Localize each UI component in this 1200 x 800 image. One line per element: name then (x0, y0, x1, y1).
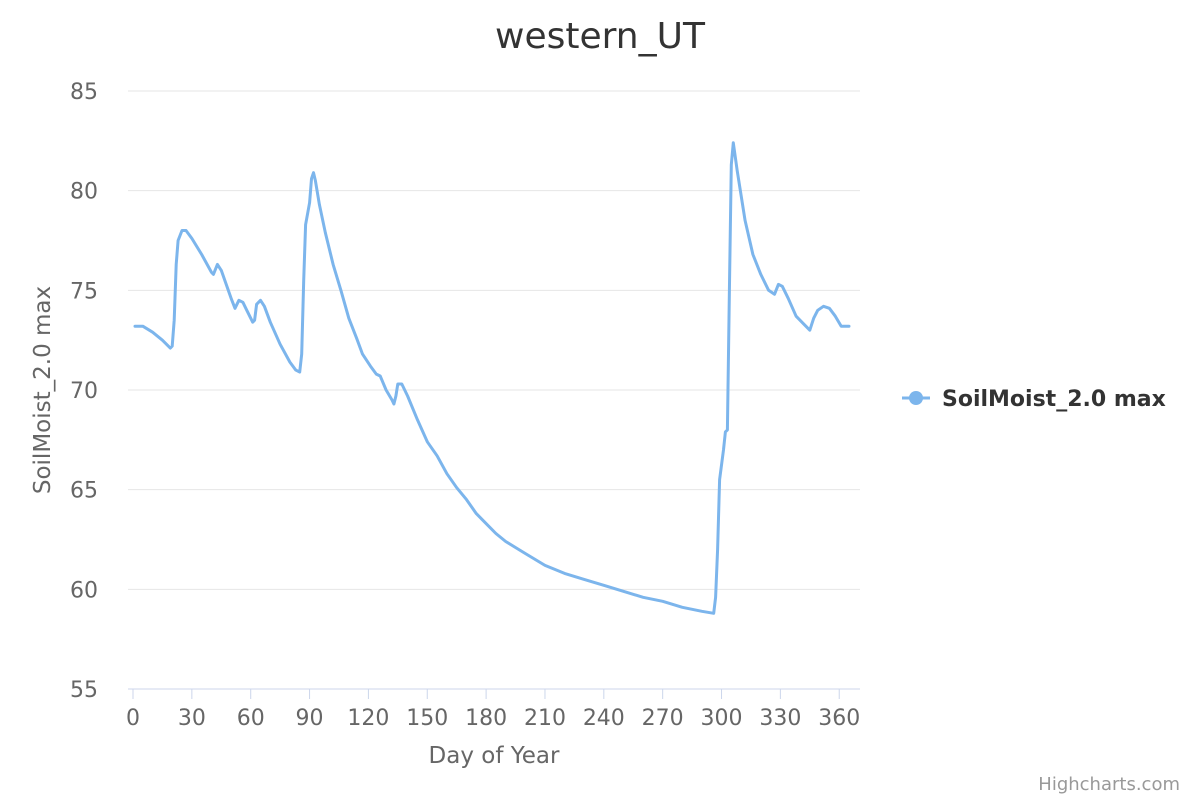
legend-label: SoilMoist_2.0 max (942, 387, 1166, 412)
x-tick-label-0: 0 (126, 706, 140, 731)
y-gridlines (128, 90, 860, 590)
x-tick-label-330: 330 (759, 706, 801, 731)
y-tick-label-70: 70 (70, 379, 98, 404)
x-axis-ticks: 0 30 60 90 120 150 180 210 240 270 300 330 360 (126, 689, 860, 731)
x-tick-label-360: 360 (818, 706, 860, 731)
x-tick-label-270: 270 (642, 706, 684, 731)
x-tick-label-30: 30 (178, 706, 206, 731)
x-tick-label-60: 60 (237, 706, 265, 731)
y-tick-label-85: 85 (70, 80, 98, 105)
x-tick-label-210: 210 (524, 706, 566, 731)
y-tick-label-60: 60 (70, 578, 98, 603)
y-axis-tick-labels: 55 60 65 70 75 80 85 (70, 80, 98, 703)
y-axis-title: SoilMoist_2.0 max (30, 286, 56, 494)
y-tick-label-80: 80 (70, 180, 98, 205)
y-tick-label-65: 65 (70, 479, 98, 504)
x-tick-label-240: 240 (583, 706, 625, 731)
chart-title: western_UT (495, 16, 706, 57)
legend-item-soilmoist[interactable]: SoilMoist_2.0 max (902, 387, 1166, 412)
credits-link[interactable]: Highcharts.com (1038, 774, 1180, 795)
series-line-soilmoist[interactable] (133, 141, 851, 615)
x-tick-label-180: 180 (465, 706, 507, 731)
y-tick-label-55: 55 (70, 678, 98, 703)
x-tick-label-300: 300 (701, 706, 743, 731)
legend-marker-symbol (909, 391, 923, 405)
y-tick-label-75: 75 (70, 279, 98, 304)
x-tick-label-150: 150 (406, 706, 448, 731)
x-tick-label-120: 120 (347, 706, 389, 731)
x-tick-label-90: 90 (296, 706, 324, 731)
x-axis-title: Day of Year (429, 743, 560, 769)
